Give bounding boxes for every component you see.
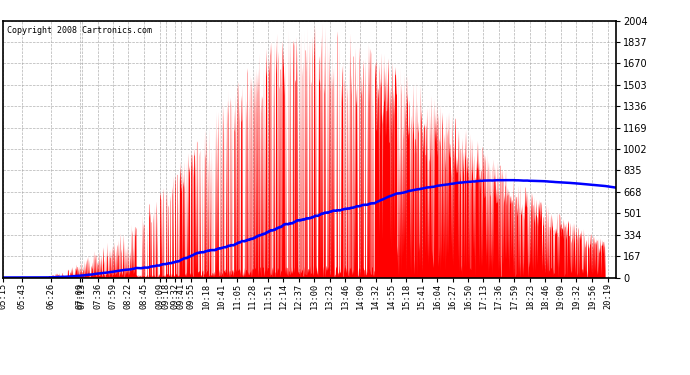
Text: West Array Actual Power (red) & Running Average Power (blue) (Watts) Mon Jun 23 : West Array Actual Power (red) & Running … xyxy=(69,9,621,19)
Text: Copyright 2008 Cartronics.com: Copyright 2008 Cartronics.com xyxy=(6,26,152,35)
